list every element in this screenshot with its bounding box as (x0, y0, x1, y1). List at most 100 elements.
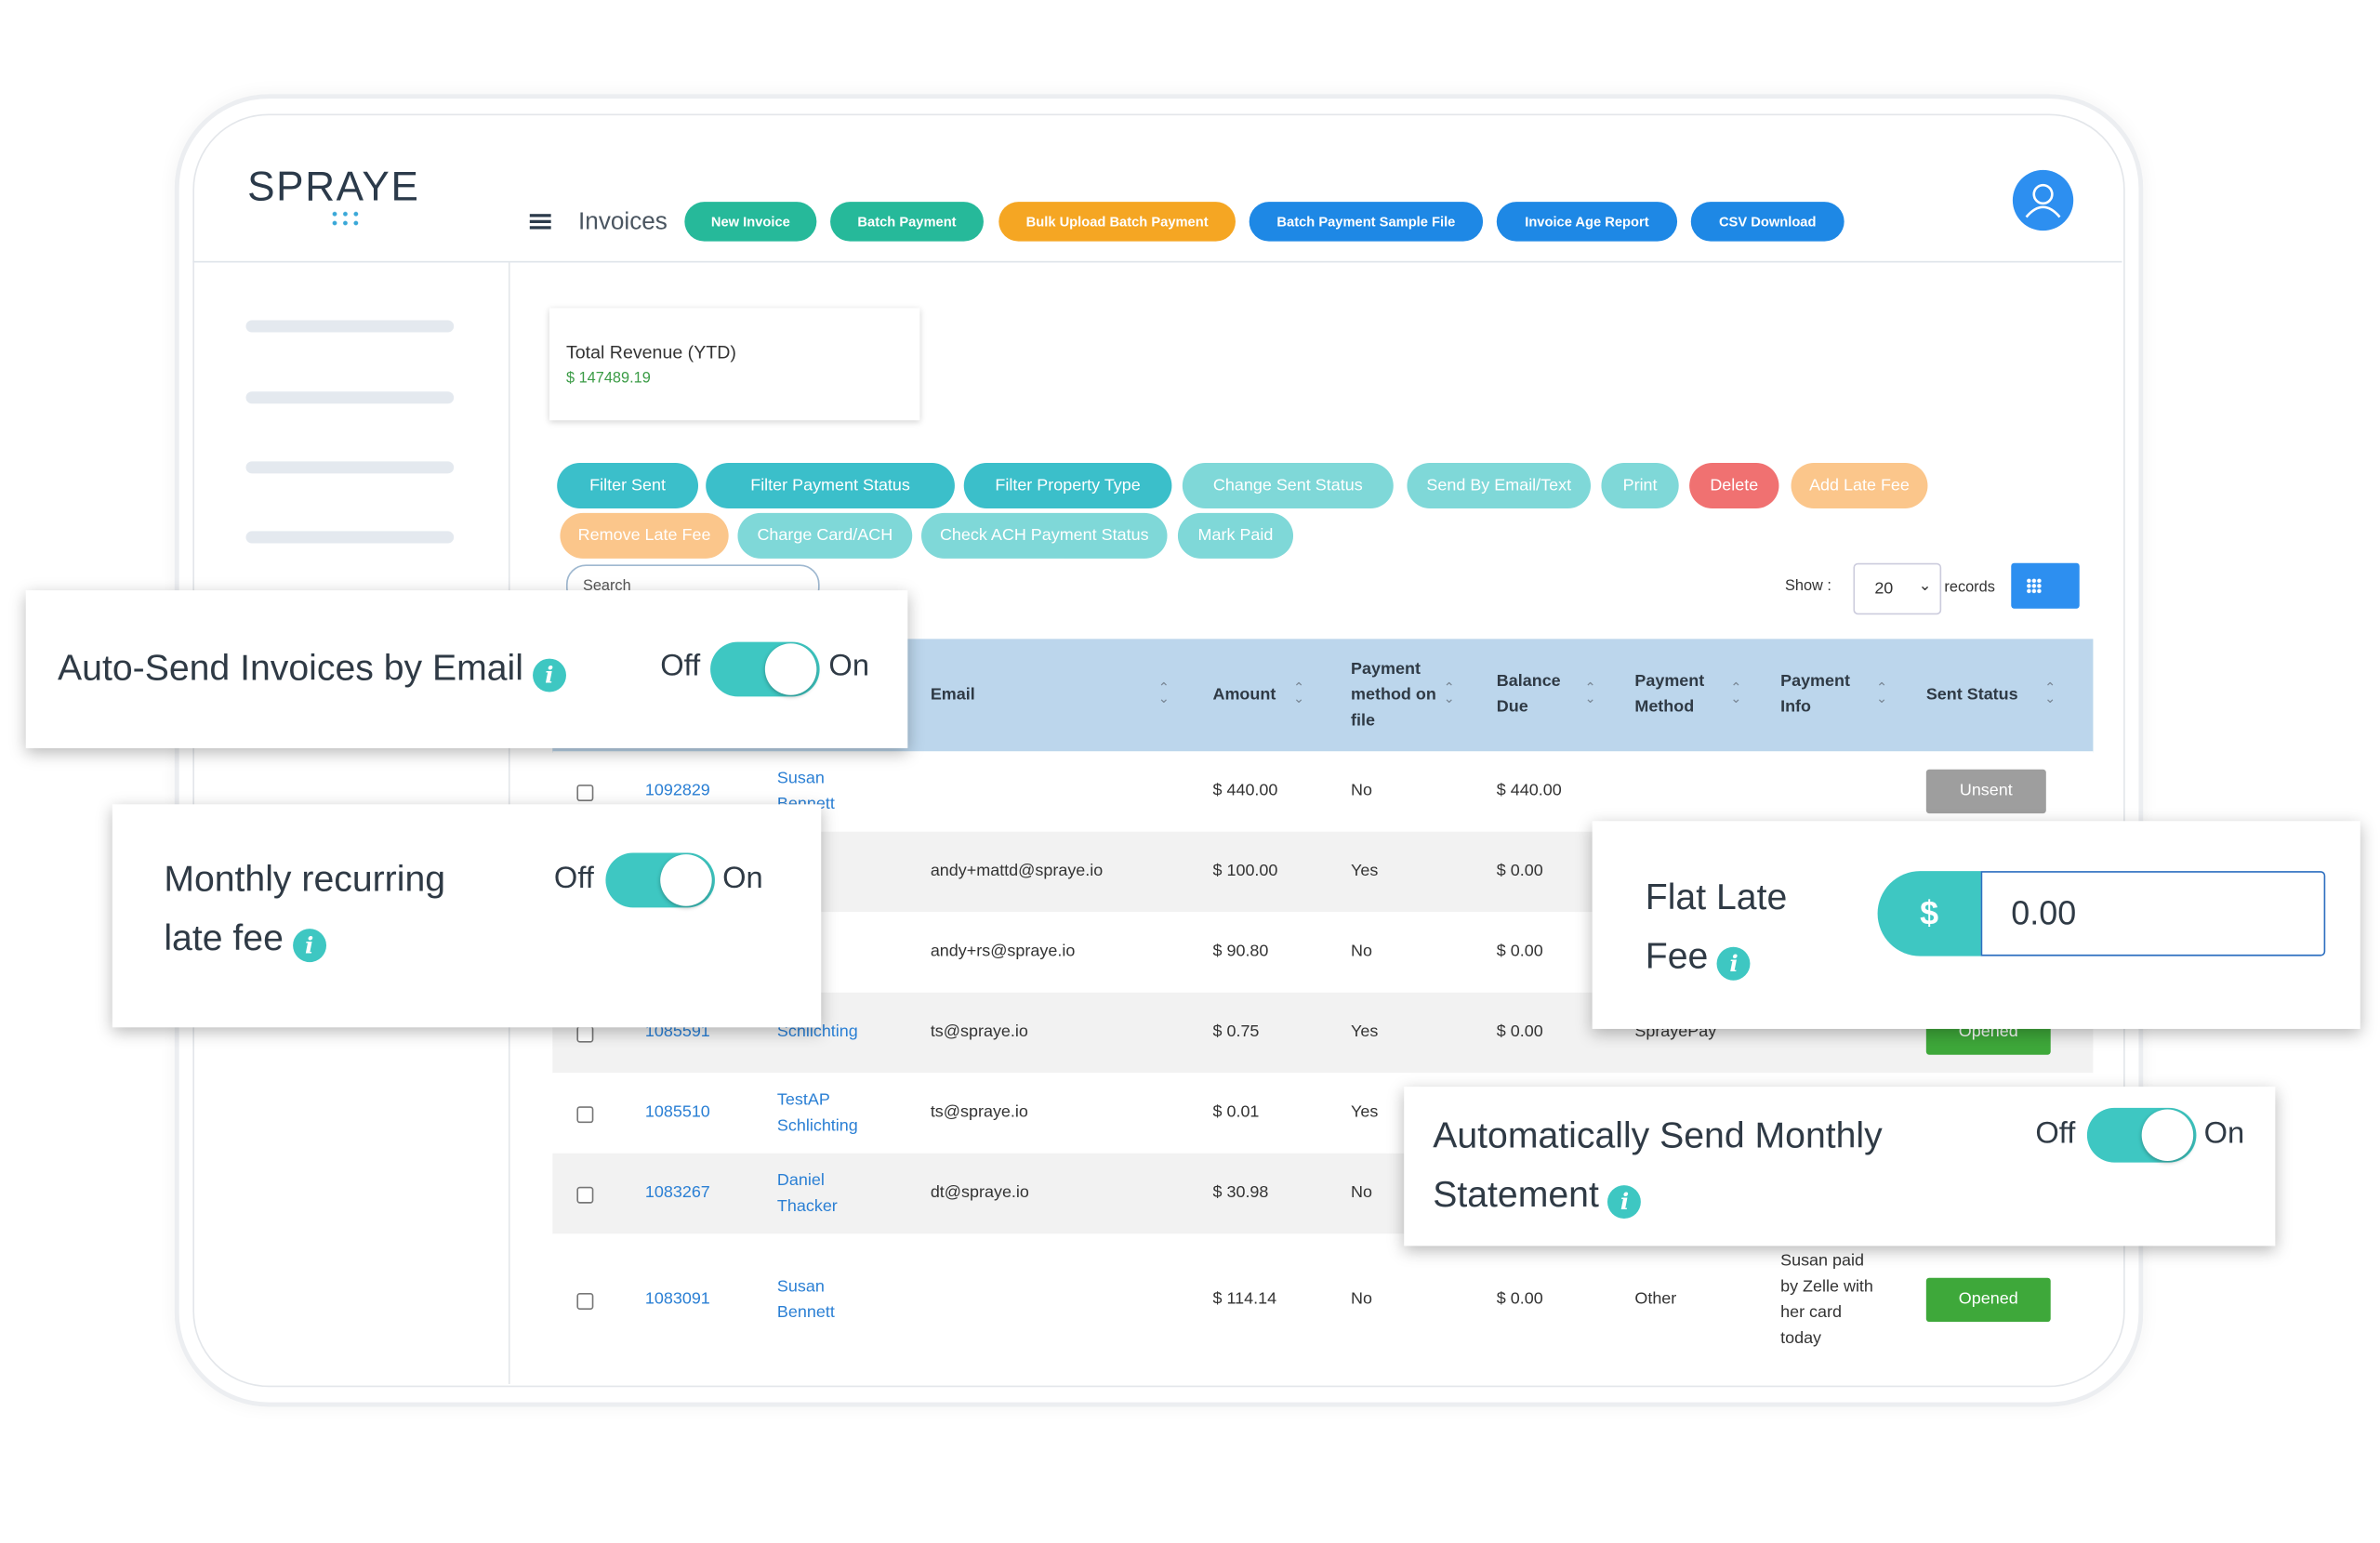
monthly-fee-card: Monthly recurring late fee i Off On (112, 804, 822, 1028)
row-checkbox[interactable] (576, 784, 594, 801)
sort-icon[interactable]: ⌃ ⌄ (2044, 679, 2056, 706)
filter-button[interactable]: Add Late Fee (1791, 462, 1928, 508)
card-title-text: Flat Late Fee (1645, 877, 1788, 978)
column-header[interactable]: Payment Info (1780, 672, 1850, 717)
logo: SPRAYE (247, 164, 420, 210)
header-button[interactable]: Batch Payment (830, 202, 984, 242)
currency-addon: $ (1877, 871, 1981, 956)
cell-name[interactable]: Schlichting (776, 1022, 858, 1041)
grid-button[interactable] (2011, 562, 2080, 609)
revenue-card: Total Revenue (YTD) $ 147489.19 (549, 308, 920, 421)
header-button[interactable]: New Invoice (684, 202, 817, 242)
row-checkbox[interactable] (576, 1185, 594, 1203)
cell-id[interactable]: 1085510 (644, 1102, 710, 1122)
cell-on_file: No (1351, 1183, 1373, 1203)
cell-amount: $ 114.14 (1212, 1289, 1277, 1309)
menu-icon[interactable] (529, 214, 551, 218)
column-header[interactable]: Payment Method (1634, 672, 1705, 717)
toggle[interactable] (2086, 1107, 2197, 1163)
cell-id[interactable]: 1085591 (644, 1022, 710, 1041)
cell-amount: $ 30.98 (1212, 1183, 1269, 1203)
filter-button[interactable]: Filter Sent (557, 462, 699, 508)
row-checkbox[interactable] (576, 1292, 594, 1310)
header-button[interactable]: CSV Download (1690, 202, 1844, 242)
on-label: On (828, 649, 869, 683)
sort-icon[interactable]: ⌃ ⌄ (1875, 679, 1888, 706)
column-header[interactable]: Email (930, 685, 975, 704)
grid-icon (2026, 578, 2042, 594)
card-title: Auto-Send Invoices by Email i (58, 639, 634, 698)
column-header[interactable]: Amount (1212, 685, 1276, 704)
sidebar-item[interactable] (245, 461, 455, 474)
filter-button[interactable]: Mark Paid (1177, 512, 1294, 559)
sort-icon[interactable]: ⌃ ⌄ (1730, 679, 1742, 706)
cell-amount: $ 90.80 (1212, 942, 1269, 961)
avatar[interactable] (2012, 169, 2074, 231)
sort-icon[interactable]: ⌃ ⌄ (1293, 679, 1305, 706)
cell-id[interactable]: 1083091 (644, 1289, 710, 1309)
cell-method: Other (1634, 1289, 1677, 1309)
cell-id[interactable]: 1083267 (644, 1183, 710, 1203)
table-row (552, 1233, 2094, 1366)
sort-icon[interactable]: ⌃ ⌄ (1584, 679, 1596, 706)
off-label: Off (2035, 1116, 2076, 1151)
sidebar-item[interactable] (245, 391, 455, 404)
device-frame (174, 94, 2144, 1407)
card-title-text: Auto-Send Invoices by Email (58, 648, 523, 690)
cell-email: andy+mattd@spraye.io (930, 862, 1104, 880)
off-label: Off (553, 862, 594, 896)
sidebar-item[interactable] (245, 320, 455, 333)
column-header[interactable]: Payment method on file (1351, 659, 1436, 730)
column-header[interactable]: Balance Due (1496, 672, 1561, 717)
filter-button[interactable]: Filter Payment Status (706, 462, 955, 508)
cell-balance: $ 0.00 (1496, 1022, 1543, 1041)
toggle[interactable] (605, 852, 715, 908)
filter-button[interactable]: Remove Late Fee (560, 512, 729, 559)
show-suffix: records (1944, 579, 1995, 597)
cell-balance: $ 0.00 (1496, 942, 1543, 961)
cell-on_file: Yes (1351, 1102, 1379, 1122)
filter-button[interactable]: Delete (1689, 462, 1779, 508)
info-icon[interactable]: i (1607, 1185, 1642, 1220)
off-label: Off (660, 649, 701, 683)
row-checkbox[interactable] (576, 1024, 594, 1042)
cell-info: Susan paid by Zelle with her card today (1780, 1251, 1873, 1347)
filter-button[interactable]: Charge Card/ACH (737, 512, 913, 559)
cell-on_file: No (1351, 781, 1373, 800)
show-select[interactable]: 20 ⌄ (1853, 562, 1942, 615)
cell-email: dt@spraye.io (930, 1183, 1029, 1203)
cell-balance: $ 440.00 (1496, 781, 1562, 800)
filter-button[interactable]: Send By Email/Text (1407, 462, 1592, 508)
status-button[interactable]: Unsent (1925, 768, 2046, 813)
cell-name[interactable]: TestAP Schlichting (776, 1090, 858, 1135)
sort-icon[interactable]: ⌃ ⌄ (1443, 679, 1455, 706)
filter-button[interactable]: Print (1601, 462, 1679, 508)
header-button[interactable]: Invoice Age Report (1496, 202, 1678, 242)
cell-name[interactable]: Daniel Thacker (776, 1170, 838, 1215)
toggle[interactable] (710, 641, 820, 697)
filter-button[interactable]: Check ACH Payment Status (921, 512, 1168, 559)
sidebar-item[interactable] (245, 531, 455, 544)
sort-icon[interactable]: ⌃ ⌄ (1157, 679, 1170, 706)
info-icon[interactable]: i (292, 929, 326, 963)
filter-button[interactable]: Change Sent Status (1182, 462, 1394, 508)
status-button[interactable]: Opened (1925, 1276, 2051, 1322)
filter-button[interactable]: Filter Property Type (963, 462, 1172, 508)
header-button[interactable]: Bulk Upload Batch Payment (998, 202, 1236, 242)
fee-input[interactable]: 0.00 (1980, 871, 2326, 956)
cell-balance: $ 0.00 (1496, 862, 1543, 880)
flat-fee-card: Flat Late Fee i $ 0.00 (1592, 821, 2360, 1029)
info-icon[interactable]: i (1717, 946, 1752, 981)
select-arrow: ⌄ (1918, 578, 1932, 595)
row-checkbox[interactable] (576, 1105, 594, 1123)
header-button[interactable]: Batch Payment Sample File (1249, 202, 1484, 242)
cell-name[interactable]: Susan Bennett (776, 1276, 835, 1322)
column-header[interactable]: Sent Status (1925, 685, 2018, 704)
cell-amount: $ 0.01 (1212, 1102, 1260, 1122)
avatar-icon (2025, 183, 2061, 218)
cell-id[interactable]: 1092829 (644, 781, 710, 800)
info-icon[interactable]: i (532, 658, 566, 692)
statement-card: Automatically Send Monthly Statement i Of… (1404, 1086, 2276, 1246)
